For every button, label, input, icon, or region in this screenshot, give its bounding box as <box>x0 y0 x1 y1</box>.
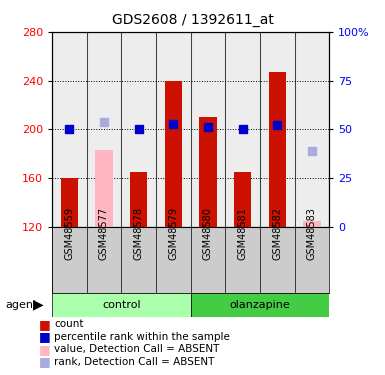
Text: ▶: ▶ <box>33 297 44 312</box>
Text: percentile rank within the sample: percentile rank within the sample <box>54 332 230 342</box>
Text: value, Detection Call = ABSENT: value, Detection Call = ABSENT <box>54 344 219 354</box>
Bar <box>295 32 329 227</box>
Text: control: control <box>102 300 141 310</box>
Bar <box>303 221 320 227</box>
Text: GSM48581: GSM48581 <box>238 207 248 260</box>
FancyBboxPatch shape <box>52 292 191 317</box>
Bar <box>199 117 216 227</box>
Bar <box>156 32 191 227</box>
Text: ■: ■ <box>38 330 50 343</box>
Text: rank, Detection Call = ABSENT: rank, Detection Call = ABSENT <box>54 357 214 366</box>
Bar <box>164 81 182 227</box>
Text: GDS2608 / 1392611_at: GDS2608 / 1392611_at <box>112 13 273 27</box>
Text: ■: ■ <box>38 343 50 355</box>
Text: ■: ■ <box>38 318 50 331</box>
Text: GSM48582: GSM48582 <box>272 207 282 260</box>
FancyBboxPatch shape <box>191 292 329 317</box>
Text: olanzapine: olanzapine <box>229 300 290 310</box>
Text: GSM48577: GSM48577 <box>99 207 109 260</box>
Bar <box>121 32 156 227</box>
Bar <box>260 32 295 227</box>
Text: GSM48559: GSM48559 <box>64 207 74 260</box>
Bar <box>225 32 260 227</box>
Text: agent: agent <box>6 300 38 309</box>
Text: GSM48583: GSM48583 <box>307 207 317 260</box>
Text: GSM48578: GSM48578 <box>134 207 144 260</box>
Bar <box>87 32 121 227</box>
Bar <box>52 32 87 227</box>
Text: GSM48580: GSM48580 <box>203 207 213 260</box>
Bar <box>130 172 147 227</box>
Bar <box>234 172 251 227</box>
Text: GSM48579: GSM48579 <box>168 207 178 260</box>
Text: count: count <box>54 320 84 329</box>
Bar <box>191 32 225 227</box>
Bar <box>268 72 286 227</box>
Bar <box>95 150 112 227</box>
Text: ■: ■ <box>38 355 50 368</box>
Bar <box>61 178 78 227</box>
